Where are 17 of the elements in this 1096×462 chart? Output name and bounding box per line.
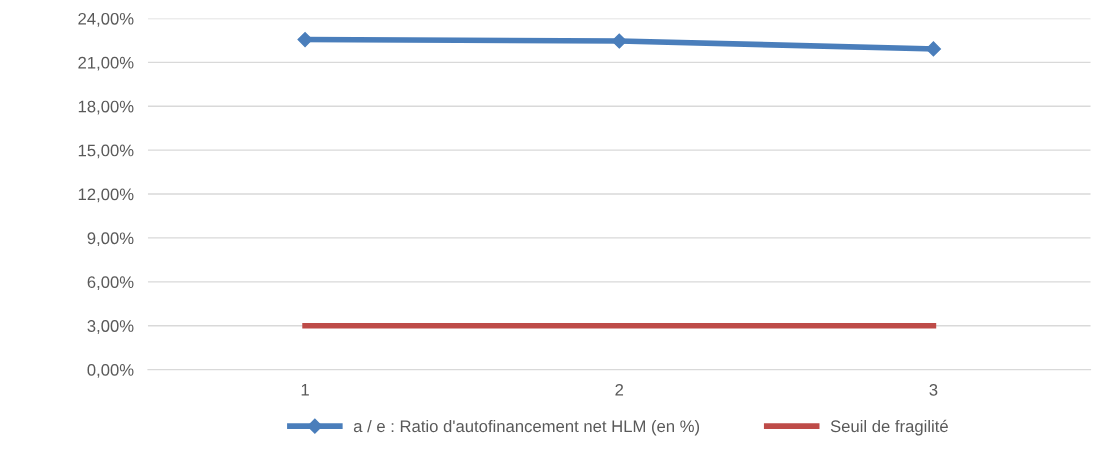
- y-tick-label: 6,00%: [87, 276, 134, 290]
- y-tick-label: 15,00%: [78, 144, 134, 159]
- point: [925, 41, 941, 57]
- y-tick-label: 0,00%: [87, 364, 134, 378]
- legend-label: a / e : Ratio d'autofinancement net HLM (en %): [353, 419, 700, 436]
- y-tick-label: 3,00%: [87, 320, 134, 334]
- y-tick-label: 18,00%: [78, 100, 134, 115]
- y-tick-label: 9,00%: [87, 232, 134, 247]
- y-tick-label: 12,00%: [78, 188, 134, 203]
- x-tick-label: 1: [301, 384, 309, 396]
- x-tick-label: 3: [929, 383, 938, 396]
- x-tick-label: 2: [615, 383, 624, 396]
- point: [297, 31, 313, 48]
- point: [611, 33, 627, 49]
- y-tick-label: 21,00%: [78, 56, 134, 71]
- legend-label: Seuil de fragilité: [830, 419, 948, 436]
- y-tick-label: 24,00%: [78, 12, 134, 27]
